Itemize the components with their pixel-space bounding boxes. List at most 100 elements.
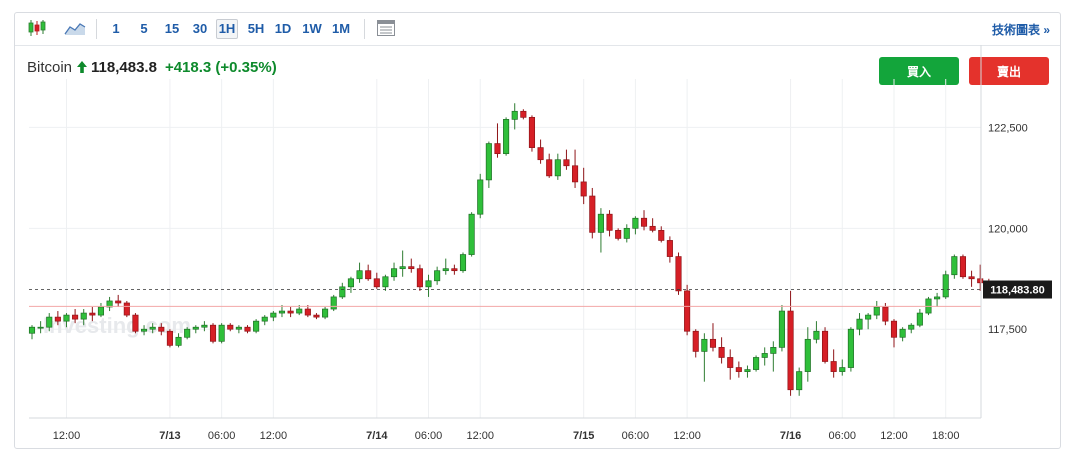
- x-tick-label: 12:00: [260, 430, 288, 442]
- y-tick-label: 122,500: [988, 122, 1028, 134]
- timeframe-30[interactable]: 30: [192, 21, 208, 36]
- candle: [753, 355, 760, 372]
- candle-body: [959, 256, 967, 278]
- candle-body: [270, 312, 277, 318]
- candle-body: [675, 256, 682, 292]
- candle-body: [899, 328, 906, 338]
- candle-body: [511, 110, 518, 120]
- technical-chart-link[interactable]: 技術圖表 »: [991, 23, 1050, 37]
- chart-widget: 1 5 15 30 1H 5H 1D 1W 1M 技術圖表 » Bitcoin …: [14, 12, 1061, 449]
- candle: [890, 319, 898, 348]
- candle: [718, 337, 725, 364]
- candle: [735, 361, 742, 378]
- candle: [132, 313, 139, 334]
- candlestick-chart[interactable]: Investing.com 117,500120,000122,50012:00…: [15, 13, 1060, 448]
- candle-body: [356, 270, 363, 280]
- candle: [175, 333, 182, 348]
- candle: [916, 309, 923, 328]
- candle: [951, 254, 958, 279]
- candle: [778, 305, 785, 352]
- candle-body: [865, 314, 872, 320]
- candle: [304, 305, 311, 318]
- toolbar-separator: [96, 19, 97, 39]
- candle-body: [382, 276, 389, 288]
- candle-body: [313, 314, 320, 318]
- timeframe-5h[interactable]: 5H: [247, 21, 265, 36]
- candle: [468, 212, 475, 257]
- timeframe-15[interactable]: 15: [164, 21, 180, 36]
- candle: [184, 327, 191, 340]
- timeframe-1[interactable]: 1: [112, 21, 120, 36]
- candle: [563, 149, 570, 170]
- candle: [347, 276, 354, 293]
- candle-body: [528, 116, 536, 148]
- candle-body: [63, 314, 70, 322]
- candle: [408, 258, 415, 273]
- timeframe-1m[interactable]: 1M: [331, 21, 351, 36]
- candle: [477, 173, 484, 219]
- candlestick-icon[interactable]: [25, 17, 49, 39]
- candle-body: [141, 328, 148, 332]
- candle: [546, 153, 553, 178]
- x-tick-label: 7/16: [780, 430, 801, 442]
- candle: [115, 294, 122, 308]
- candle-body: [166, 330, 173, 346]
- candle: [141, 325, 148, 336]
- candle: [977, 264, 984, 291]
- candle: [287, 307, 294, 318]
- candle: [528, 115, 536, 152]
- candle-body: [597, 213, 604, 233]
- candle: [658, 226, 665, 243]
- candle: [744, 365, 751, 378]
- candle-body: [718, 347, 725, 358]
- candle: [821, 327, 829, 364]
- candle: [684, 284, 691, 336]
- candle-body: [942, 274, 949, 298]
- candle-body: [37, 326, 44, 329]
- timeframe-1d[interactable]: 1D: [274, 21, 292, 36]
- candle-body: [408, 266, 415, 270]
- area-chart-icon[interactable]: [63, 17, 87, 39]
- candle: [54, 311, 61, 326]
- candle: [554, 153, 561, 180]
- candle: [830, 349, 837, 378]
- candle-body: [390, 268, 398, 278]
- candle-body: [115, 300, 122, 304]
- candle-body: [977, 278, 984, 284]
- table-icon[interactable]: [374, 17, 398, 39]
- timeframe-1h[interactable]: 1H: [216, 19, 238, 39]
- candle: [37, 321, 44, 334]
- candle-body: [890, 320, 898, 338]
- candle: [615, 228, 622, 241]
- candle: [459, 252, 467, 273]
- candle: [356, 262, 363, 283]
- candle-body: [640, 217, 648, 227]
- candle: [330, 294, 337, 312]
- candle: [72, 309, 79, 324]
- y-tick-label: 120,000: [988, 223, 1028, 235]
- x-tick-label: 18:00: [932, 430, 960, 442]
- candle-body: [692, 330, 699, 352]
- x-tick-label: 12:00: [673, 430, 701, 442]
- candle: [640, 210, 648, 231]
- candle-body: [28, 326, 36, 334]
- candle-body: [244, 326, 251, 332]
- candle-body: [572, 165, 579, 183]
- candle-body: [873, 306, 880, 316]
- candle-body: [684, 290, 691, 332]
- candle-body: [813, 330, 820, 340]
- candle: [796, 367, 803, 396]
- timeframe-1w[interactable]: 1W: [302, 21, 322, 36]
- candle: [511, 103, 518, 130]
- chart-toolbar: 1 5 15 30 1H 5H 1D 1W 1M 技術圖表 »: [15, 13, 1060, 46]
- candle-body: [347, 278, 354, 288]
- timeframe-5[interactable]: 5: [140, 21, 148, 36]
- candle-body: [261, 316, 268, 322]
- candle: [28, 325, 36, 340]
- candle-body: [451, 268, 458, 272]
- candle-body: [322, 308, 329, 318]
- candle: [485, 141, 492, 188]
- candle: [847, 327, 854, 372]
- candle-body: [778, 310, 785, 348]
- sell-button[interactable]: 賣出: [969, 57, 1049, 85]
